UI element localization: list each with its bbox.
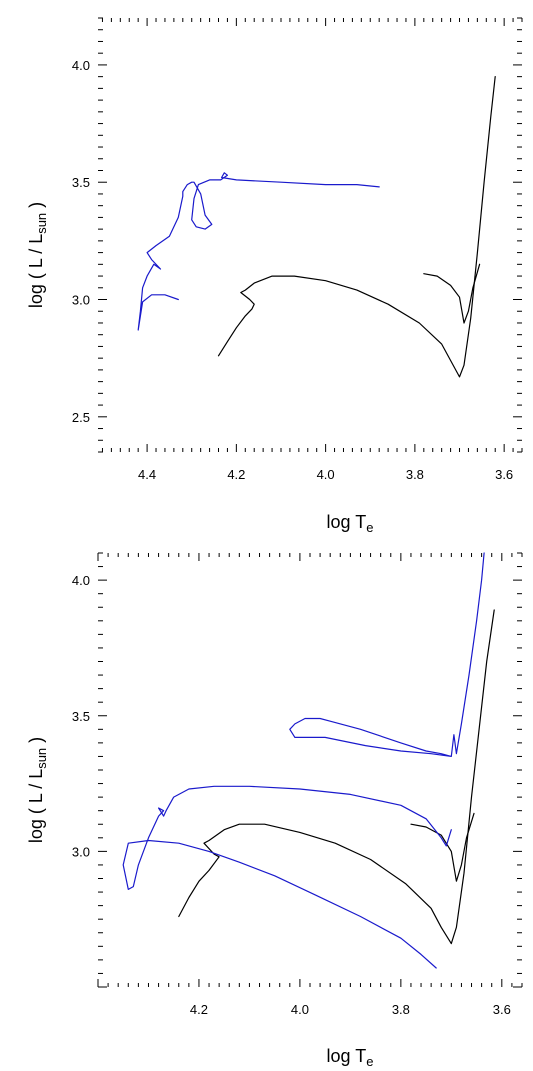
y-tick-label: 3.5 xyxy=(72,709,90,724)
y-tick-label: 4.0 xyxy=(72,573,90,588)
y-tick-label: 3.0 xyxy=(72,293,90,308)
y-tick-label: 3.5 xyxy=(72,175,90,190)
x-tick-label: 4.2 xyxy=(190,1002,208,1017)
black-evolution-track xyxy=(410,812,475,882)
y-axis-title: log ( L / Lsun ) xyxy=(26,737,49,843)
blue-evolution-track xyxy=(122,785,452,969)
x-tick-label: 4.0 xyxy=(291,1002,309,1017)
black-evolution-track xyxy=(423,263,481,324)
x-tick-label: 3.8 xyxy=(392,1002,410,1017)
y-axis-title: log ( L / Lsun ) xyxy=(26,202,49,308)
x-axis-title: log Te xyxy=(327,512,374,535)
blue-evolution-track xyxy=(137,172,380,331)
y-tick-label: 4.0 xyxy=(72,58,90,73)
top-hr-diagram-panel: 4.4 4.2 4.0 3.8 3.6 2.5 3.0 3.5 4.0 log Te log ( L… xyxy=(26,17,523,535)
x-tick-label: 3.6 xyxy=(493,1002,511,1017)
x-tick-label: 4.4 xyxy=(138,467,156,482)
black-evolution-track xyxy=(217,76,496,378)
x-axis-title: log Te xyxy=(327,1046,374,1069)
x-tick-label: 3.8 xyxy=(406,467,424,482)
y-tick-label: 3.0 xyxy=(72,844,90,859)
y-tick-label: 2.5 xyxy=(72,410,90,425)
x-tick-label: 4.0 xyxy=(317,467,335,482)
black-evolution-track xyxy=(178,609,495,945)
x-tick-label: 3.6 xyxy=(495,467,513,482)
blue-evolution-track xyxy=(289,552,485,757)
bottom-hr-diagram-panel: 4.2 4.0 3.8 3.6 3.0 3.5 4.0 log Te log ( L / Lsu… xyxy=(26,552,523,1069)
x-tick-label: 4.2 xyxy=(227,467,245,482)
